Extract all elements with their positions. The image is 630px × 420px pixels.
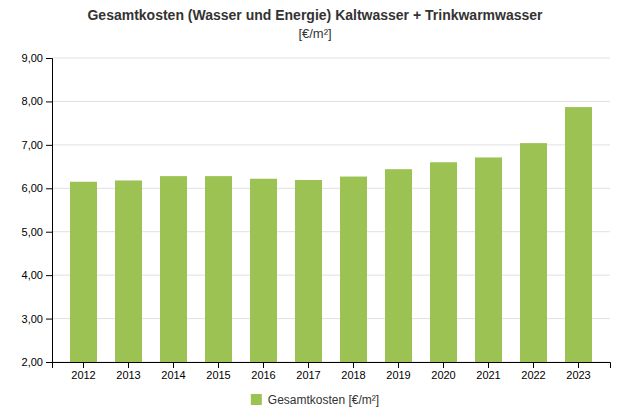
y-tick: 7,00	[22, 139, 52, 151]
x-tick-label: 2020	[431, 369, 455, 381]
x-tick: 2021	[476, 362, 500, 381]
grid-line	[52, 101, 610, 102]
plot: 2012 2013 2014 2015 2016 2017 2018 2019 2020 2021…	[22, 52, 611, 381]
y-tick-label: 5,00	[22, 226, 43, 238]
x-tick-label: 2022	[521, 369, 545, 381]
y-tick: 4,00	[22, 269, 52, 281]
bar	[205, 176, 232, 362]
x-axis-line	[53, 363, 611, 369]
y-tick-label: 7,00	[22, 139, 43, 151]
y-tick: 8,00	[22, 95, 52, 107]
legend-label: Gesamtkosten [€/m²]	[268, 393, 379, 407]
x-tick-mark	[533, 362, 534, 368]
bar	[340, 177, 367, 362]
y-tick-mark	[46, 188, 52, 189]
y-tick-label: 8,00	[22, 95, 43, 107]
x-tick-label: 2014	[161, 369, 185, 381]
bar	[250, 179, 277, 362]
x-tick: 2016	[251, 362, 275, 381]
title: Gesamtkosten (Wasser und Energie) Kaltwa…	[87, 7, 543, 23]
bar	[520, 143, 547, 362]
bars	[70, 107, 592, 362]
x-tick: 2013	[116, 362, 140, 381]
x-tick-mark	[218, 362, 219, 368]
x-tick-label: 2015	[206, 369, 230, 381]
y-tick: 3,00	[22, 313, 52, 325]
grid	[52, 58, 610, 362]
x-tick-mark	[578, 362, 579, 368]
y-tick-label: 3,00	[22, 313, 43, 325]
bar	[160, 176, 187, 362]
x-tick-label: 2016	[251, 369, 275, 381]
x-tick-label: 2018	[341, 369, 365, 381]
x-tick: 2015	[206, 362, 230, 381]
bar	[385, 169, 412, 362]
bar	[70, 182, 97, 362]
x-tick-mark	[443, 362, 444, 368]
y-tick-mark	[46, 319, 52, 320]
x-tick-mark	[353, 362, 354, 368]
x-tick: 2023	[566, 362, 590, 381]
x-tick-mark	[398, 362, 399, 368]
bar	[430, 162, 457, 362]
y-tick: 5,00	[22, 226, 52, 238]
y-tick-label: 2,00	[22, 356, 43, 368]
y-tick-mark	[46, 101, 52, 102]
y-tick-label: 6,00	[22, 182, 43, 194]
bar	[565, 107, 592, 362]
legend-swatch	[251, 394, 262, 405]
y-tick-mark	[46, 232, 52, 233]
chart: 2012 2013 2014 2015 2016 2017 2018 2019 2020 2021…	[0, 0, 630, 420]
y-tick-mark	[46, 58, 52, 59]
x-tick-mark	[263, 362, 264, 368]
y-tick: 6,00	[22, 182, 52, 194]
y-tick-mark	[46, 362, 52, 363]
x-tick: 2018	[341, 362, 365, 381]
x-tick-label: 2013	[116, 369, 140, 381]
x-tick-mark	[308, 362, 309, 368]
bar	[295, 180, 322, 362]
y-tick-label: 9,00	[22, 52, 43, 64]
x-tick-label: 2021	[476, 369, 500, 381]
x-tick: 2012	[71, 362, 95, 381]
y-tick-mark	[46, 145, 52, 146]
x-tick-mark	[173, 362, 174, 368]
x-tick: 2014	[161, 362, 185, 381]
x-tick-mark	[83, 362, 84, 368]
x-tick-label: 2017	[296, 369, 320, 381]
x-tick: 2022	[521, 362, 545, 381]
x-axis: 2012 2013 2014 2015 2016 2017 2018 2019 2020 2021…	[53, 362, 611, 381]
y-axis-line	[46, 59, 53, 363]
y-tick-mark	[46, 275, 52, 276]
x-tick-label: 2012	[71, 369, 95, 381]
legend: Gesamtkosten [€/m²]	[251, 393, 379, 407]
x-tick: 2019	[386, 362, 410, 381]
grid-line	[52, 58, 610, 59]
x-tick-label: 2019	[386, 369, 410, 381]
y-tick-label: 4,00	[22, 269, 43, 281]
x-tick: 2017	[296, 362, 320, 381]
y-tick: 9,00	[22, 52, 52, 64]
x-tick-mark	[128, 362, 129, 368]
subtitle: [€/m²]	[298, 26, 331, 41]
bar	[475, 157, 502, 362]
bar	[115, 180, 142, 362]
x-tick: 2020	[431, 362, 455, 381]
x-tick-mark	[488, 362, 489, 368]
y-axis: 2,00 3,00 4,00 5,00 6,00 7,00 8,00 9,00	[22, 52, 53, 368]
y-tick: 2,00	[22, 356, 52, 368]
x-tick-label: 2023	[566, 369, 590, 381]
